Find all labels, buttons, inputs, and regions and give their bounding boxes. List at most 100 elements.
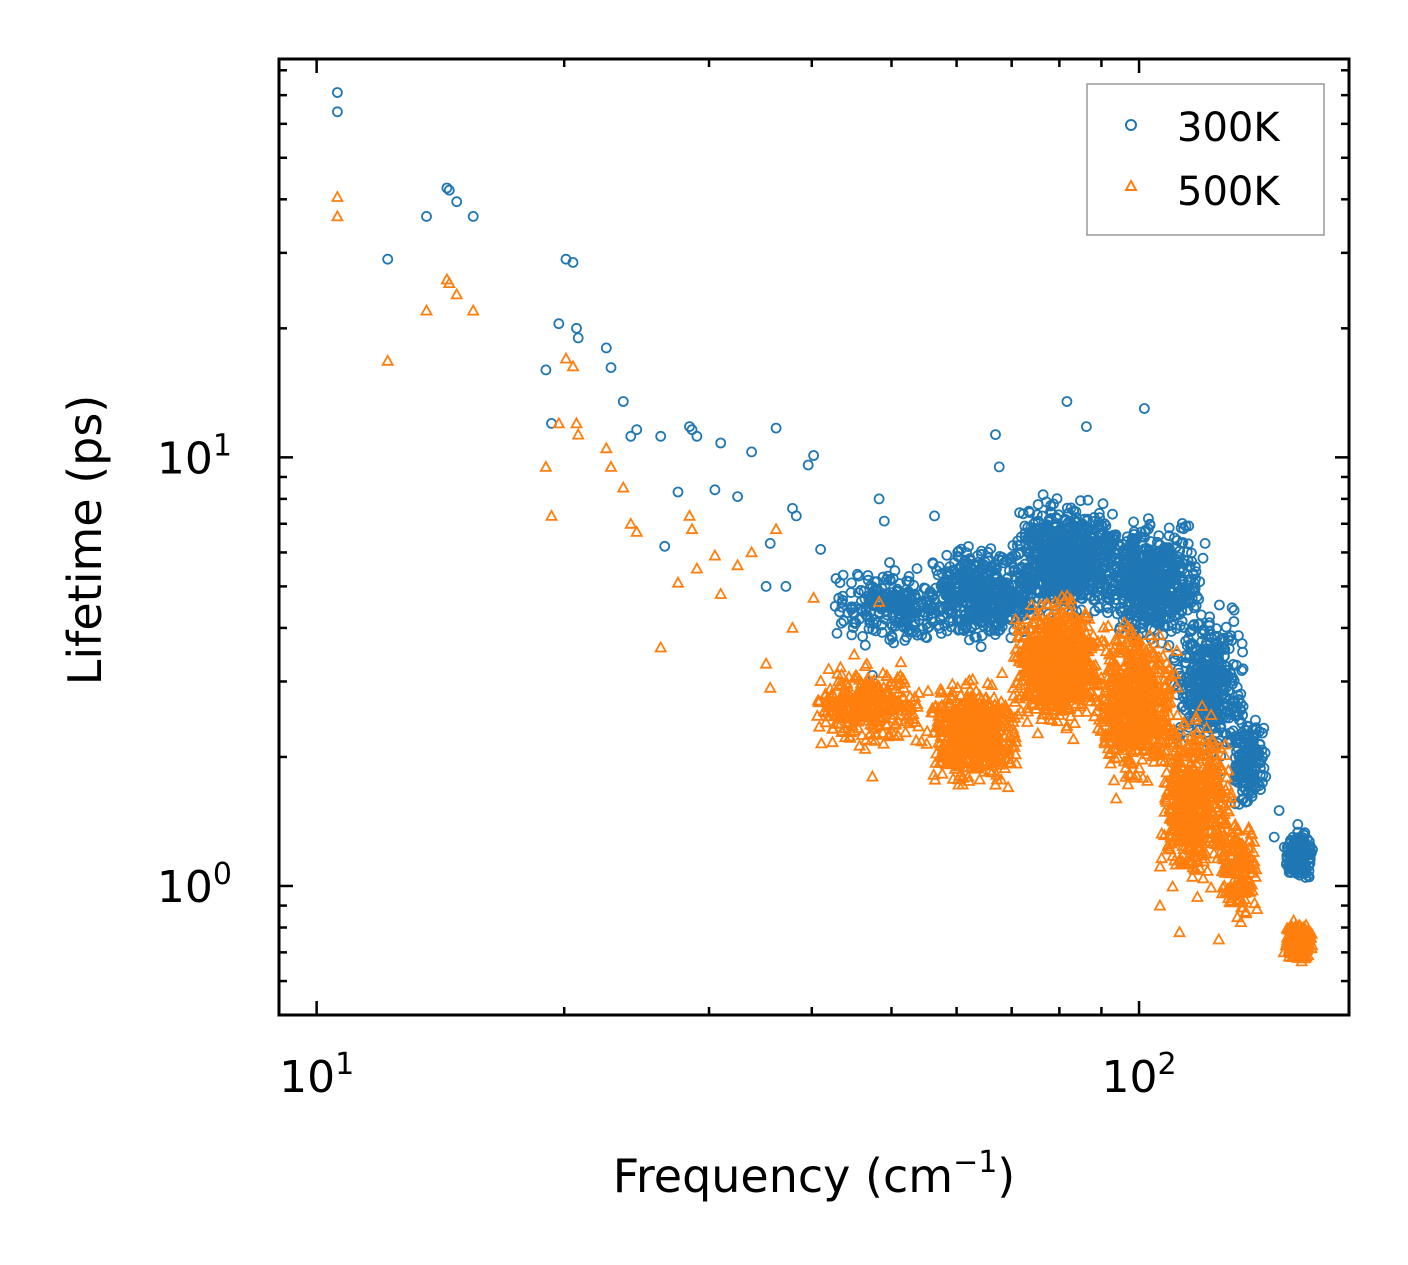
data-point-300k bbox=[876, 627, 888, 638]
data-point-300k bbox=[1032, 499, 1044, 510]
data-point-500k bbox=[858, 709, 872, 722]
data-point-500k bbox=[419, 303, 434, 316]
data-point-300k bbox=[1100, 520, 1112, 532]
data-point-300k bbox=[1024, 507, 1036, 519]
data-point-300k bbox=[1230, 710, 1242, 722]
data-point-500k bbox=[544, 509, 559, 521]
data-point-300k bbox=[691, 430, 703, 442]
data-point-500k bbox=[807, 591, 821, 603]
data-point-300k bbox=[1176, 582, 1188, 593]
data-point-500k bbox=[986, 758, 1000, 771]
data-point-300k bbox=[770, 422, 782, 434]
data-point-500k bbox=[1066, 674, 1080, 686]
data-point-300k bbox=[1168, 652, 1180, 664]
data-point-500k bbox=[1063, 691, 1077, 703]
data-point-500k bbox=[1016, 646, 1030, 659]
data-point-300k bbox=[1189, 578, 1201, 589]
data-point-300k bbox=[921, 618, 933, 630]
data-point-500k bbox=[954, 702, 968, 715]
data-point-300k bbox=[1022, 574, 1034, 586]
data-point-300k bbox=[923, 621, 935, 633]
data-point-500k bbox=[566, 359, 580, 372]
data-point-500k bbox=[869, 711, 883, 724]
data-point-300k bbox=[625, 430, 637, 442]
data-point-300k bbox=[1102, 607, 1113, 619]
data-point-300k bbox=[853, 587, 864, 599]
data-point-300k bbox=[1071, 512, 1082, 523]
data-point-300k bbox=[1129, 563, 1141, 574]
data-point-500k bbox=[1014, 688, 1028, 701]
data-point-300k bbox=[879, 579, 891, 591]
data-point-300k bbox=[927, 557, 939, 569]
data-point-500k bbox=[1065, 608, 1080, 621]
data-point-300k bbox=[1204, 625, 1216, 637]
data-point-500k bbox=[1024, 678, 1038, 690]
data-point-300k bbox=[1190, 561, 1201, 573]
data-point-300k bbox=[802, 459, 814, 471]
data-point-300k bbox=[1205, 679, 1217, 690]
data-point-300k bbox=[600, 342, 612, 354]
data-point-300k bbox=[1153, 530, 1165, 541]
data-point-500k bbox=[1212, 932, 1226, 945]
data-point-300k bbox=[1228, 616, 1240, 627]
data-point-300k bbox=[838, 615, 850, 627]
data-point-500k bbox=[1153, 898, 1167, 911]
data-point-300k bbox=[1118, 544, 1129, 556]
data-point-300k bbox=[1198, 669, 1209, 681]
data-point-500k bbox=[838, 694, 852, 707]
data-point-300k bbox=[1184, 626, 1196, 637]
data-point-500k bbox=[887, 698, 901, 711]
data-point-500k bbox=[1071, 705, 1085, 717]
data-point-500k bbox=[1028, 634, 1042, 647]
data-point-300k bbox=[1082, 535, 1093, 547]
data-point-300k bbox=[1255, 762, 1266, 774]
data-point-500k bbox=[851, 710, 866, 723]
data-point-300k bbox=[1106, 540, 1118, 552]
data-point-300k bbox=[1172, 556, 1184, 568]
data-point-300k bbox=[1160, 548, 1172, 559]
data-point-500k bbox=[912, 685, 926, 698]
data-point-500k bbox=[959, 677, 973, 689]
data-point-500k bbox=[1007, 650, 1021, 662]
data-point-500k bbox=[1072, 689, 1086, 702]
data-point-300k bbox=[1005, 593, 1016, 605]
data-point-500k bbox=[1020, 612, 1034, 624]
data-point-300k bbox=[1146, 583, 1158, 595]
data-point-500k bbox=[914, 734, 928, 747]
data-point-300k bbox=[1186, 667, 1197, 679]
data-point-300k bbox=[1014, 582, 1026, 594]
data-point-500k bbox=[708, 548, 722, 561]
data-point-300k bbox=[1156, 589, 1167, 601]
data-point-500k bbox=[954, 688, 968, 701]
data-point-500k bbox=[1015, 656, 1029, 668]
data-point-500k bbox=[944, 733, 958, 745]
data-point-300k bbox=[1163, 522, 1175, 534]
data-point-300k bbox=[1174, 600, 1185, 611]
data-point-300k bbox=[540, 364, 552, 376]
data-point-500k bbox=[979, 744, 993, 757]
data-point-500k bbox=[1008, 730, 1023, 743]
data-point-300k bbox=[1182, 538, 1194, 550]
data-point-500k bbox=[812, 694, 826, 707]
data-point-500k bbox=[381, 353, 395, 366]
data-point-500k bbox=[1081, 660, 1095, 673]
data-point-500k bbox=[1056, 606, 1070, 618]
data-point-500k bbox=[868, 721, 882, 733]
data-point-500k bbox=[825, 735, 840, 748]
data-point-300k bbox=[1184, 560, 1196, 572]
data-point-500k bbox=[1058, 646, 1072, 659]
data-point-500k bbox=[881, 686, 895, 699]
data-point-500k bbox=[954, 754, 968, 767]
data-point-300k bbox=[911, 607, 922, 619]
data-point-300k bbox=[1089, 605, 1101, 617]
data-point-500k bbox=[1038, 693, 1052, 705]
data-point-300k bbox=[1019, 520, 1031, 532]
data-point-300k bbox=[1061, 396, 1073, 407]
data-point-300k bbox=[1292, 819, 1304, 830]
data-point-300k bbox=[764, 538, 776, 549]
data-point-500k bbox=[961, 718, 975, 731]
data-point-300k bbox=[1175, 598, 1187, 610]
data-point-300k bbox=[961, 547, 972, 559]
data-point-300k bbox=[859, 639, 871, 651]
data-point-300k bbox=[994, 551, 1006, 562]
